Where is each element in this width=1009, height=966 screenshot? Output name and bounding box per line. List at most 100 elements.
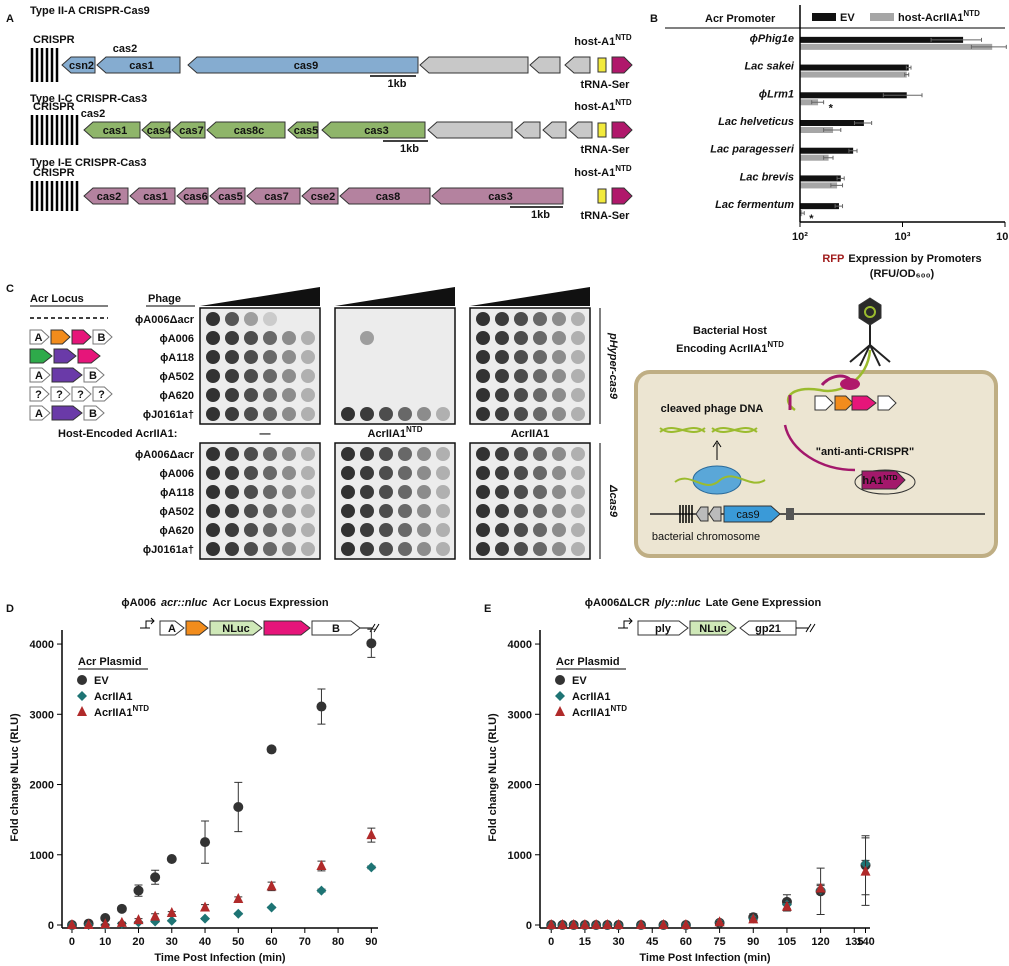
point [200,837,211,848]
plaque-spot [301,485,315,499]
error-bar [823,155,834,160]
gene-label: gp21 [755,623,781,635]
host-label-part: host-A1 [574,167,615,179]
legend-marker [555,706,565,716]
gene-arrow [321,121,426,139]
plaque-spot [301,331,315,345]
gene-arrow [96,56,181,74]
bar [800,36,964,43]
gene-label: A [168,623,176,635]
locus-letter: ? [35,389,42,401]
condition-label: pHyper-cas9 [607,332,619,400]
bar [800,127,834,133]
plaque-spot [206,331,220,345]
gene-arrow [814,395,834,411]
phage-dna [864,306,876,318]
legend-marker [555,675,565,685]
point [591,919,602,929]
host-label: AcrIIA1NTD [368,425,423,440]
plaque-spot [514,407,528,421]
gene-arrow [159,620,185,636]
phage-label: ϕA006 [159,333,194,345]
plaque-spot [301,388,315,402]
category-label: ϕLrm1 [759,88,794,100]
gene-arrow [263,620,311,636]
legend-title: Acr Plasmid [556,656,620,668]
plaque-spot [341,523,355,537]
point [815,882,826,893]
plaque-spot [282,350,296,364]
locus-letter: A [35,408,43,420]
acr-protein [840,378,860,390]
plaque-spot [263,523,277,537]
x-tick-label: 140 [856,936,874,948]
plaque-spot [476,350,490,364]
error-bar [970,44,1007,49]
error-bar [905,65,912,70]
gene-label: cas7 [264,191,288,203]
x-tick-label: 10² [792,231,808,243]
gene-label: cas2 [81,108,105,120]
gene-arrow [29,405,51,421]
phage-label: ϕA620 [159,525,194,537]
plaque-spot [225,504,239,518]
category-label: Lac paragesseri [710,144,795,156]
chart-title-part: ϕA006ΔLCR [585,597,650,609]
gene-arrow [141,121,171,139]
y-tick-label: 1000 [508,850,532,862]
x-tick-label: 70 [299,936,311,948]
gene-label: cas4 [147,125,172,137]
gene-arrow [51,405,83,421]
host-label: host-A1NTD [574,33,632,48]
plaque-spot [533,447,547,461]
legend-swatch [812,13,836,21]
plaque-spot [244,523,258,537]
plaque-spot [282,466,296,480]
point [579,919,590,929]
plaque-spot [379,485,393,499]
point [781,900,792,911]
host-label-part: NTD [615,164,632,173]
plaque-spot [225,447,239,461]
legend-title: Acr Promoter [705,13,776,25]
plaque-spot [263,369,277,383]
plaque-spot [301,350,315,364]
plaque-spot [398,485,412,499]
promoter [618,617,633,629]
plaque-spot [533,542,547,556]
point [133,914,144,925]
plaque-spot [379,504,393,518]
plaque-spot [206,447,220,461]
plaque-spot [476,312,490,326]
x-tick-label: 60 [265,936,277,948]
plaque-spot [495,447,509,461]
plaque-spot [282,369,296,383]
plaque-spot [244,350,258,364]
plaque-spot [301,407,315,421]
y-tick-label: 2000 [508,780,532,792]
y-tick-label: 4000 [30,639,54,651]
gene-label: cas5 [294,125,318,137]
plaque-spot [244,331,258,345]
plaque-spot [301,542,315,556]
plaque-spot [225,485,239,499]
gene-arrow [723,505,781,523]
plaque-spot [398,447,412,461]
plaque-spot [571,350,585,364]
x-tick-label: 10³ [895,231,911,243]
plaque-spot [571,542,585,556]
plaque-spot [552,447,566,461]
phage-label: ϕA118 [160,487,194,499]
host-label-part: host-A1 [574,36,615,48]
category-label: ϕPhig1e [750,33,794,45]
gene-arrow [419,56,529,74]
plaque-spot [206,350,220,364]
y-tick-label: 4000 [508,639,532,651]
crispr-label: CRISPR [33,101,75,113]
legend-label: AcrIIA1 [572,691,611,703]
gene-arrow [339,187,431,205]
gene-arrow [568,121,593,139]
x-tick-label: 45 [646,936,658,948]
plaque-spot [571,407,585,421]
point [316,701,327,712]
